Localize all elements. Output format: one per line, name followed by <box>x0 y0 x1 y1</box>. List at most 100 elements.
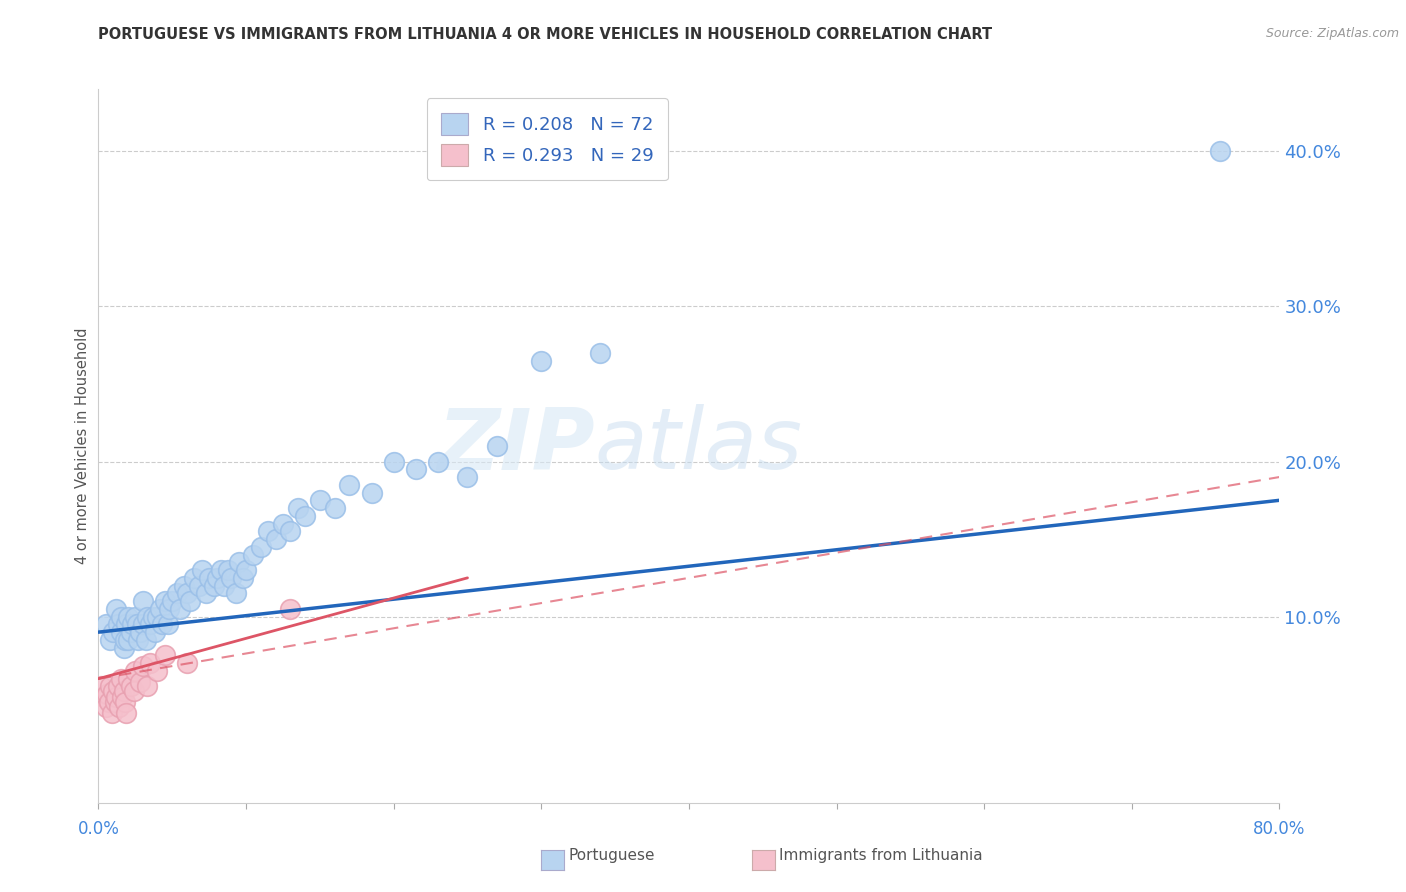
Point <box>162 594 183 608</box>
Point <box>132 594 155 608</box>
Point <box>104 695 127 709</box>
Point <box>142 609 165 624</box>
Point <box>179 594 201 608</box>
Point <box>117 672 139 686</box>
Text: 0.0%: 0.0% <box>77 820 120 838</box>
Point <box>153 648 176 663</box>
Point <box>146 609 169 624</box>
Point <box>257 524 280 539</box>
Point <box>132 659 155 673</box>
Point <box>115 706 138 720</box>
Point <box>121 617 143 632</box>
Point <box>427 454 450 468</box>
Point <box>173 579 195 593</box>
Point <box>156 617 179 632</box>
Text: PORTUGUESE VS IMMIGRANTS FROM LITHUANIA 4 OR MORE VEHICLES IN HOUSEHOLD CORRELAT: PORTUGUESE VS IMMIGRANTS FROM LITHUANIA … <box>98 27 993 42</box>
Point <box>94 699 117 714</box>
Point <box>94 617 117 632</box>
Point <box>136 609 159 624</box>
Point <box>107 617 129 632</box>
Point <box>110 625 132 640</box>
Point <box>486 439 509 453</box>
Point <box>360 485 382 500</box>
Point <box>382 454 405 468</box>
Point <box>456 470 478 484</box>
Point <box>124 664 146 678</box>
Point <box>166 586 188 600</box>
Point <box>90 680 112 694</box>
Point <box>114 632 136 647</box>
Point <box>209 563 232 577</box>
Text: 80.0%: 80.0% <box>1253 820 1306 838</box>
Point <box>225 586 247 600</box>
Point <box>187 579 209 593</box>
Point <box>103 684 125 698</box>
Point <box>105 602 128 616</box>
Point <box>217 563 239 577</box>
Y-axis label: 4 or more Vehicles in Household: 4 or more Vehicles in Household <box>75 327 90 565</box>
Point <box>149 602 172 616</box>
Point <box>125 617 148 632</box>
Point <box>405 462 427 476</box>
Point <box>589 346 612 360</box>
Point <box>122 684 145 698</box>
Point <box>250 540 273 554</box>
Point <box>93 690 115 705</box>
Point <box>278 602 302 616</box>
Point <box>146 664 169 678</box>
Point <box>139 656 162 670</box>
Point <box>1209 145 1232 159</box>
Text: Portuguese: Portuguese <box>568 848 655 863</box>
Point <box>98 680 121 694</box>
Point <box>112 640 135 655</box>
Point <box>294 508 316 523</box>
Point <box>150 617 173 632</box>
Point <box>97 695 120 709</box>
Point <box>136 680 159 694</box>
Point <box>111 690 134 705</box>
Point <box>198 571 221 585</box>
Point <box>195 586 218 600</box>
Point <box>128 674 150 689</box>
Point <box>115 617 138 632</box>
Point <box>96 687 118 701</box>
Point <box>212 579 235 593</box>
Point <box>103 625 125 640</box>
Point <box>242 548 264 562</box>
Point <box>309 493 332 508</box>
Point <box>105 690 128 705</box>
Point <box>128 625 150 640</box>
Point <box>157 602 180 616</box>
Point <box>124 609 146 624</box>
Point <box>120 680 142 694</box>
Point <box>132 617 155 632</box>
Point <box>110 672 132 686</box>
Point <box>112 684 135 698</box>
Point <box>117 609 139 624</box>
Point <box>323 501 346 516</box>
Point <box>235 563 257 577</box>
Text: Source: ZipAtlas.com: Source: ZipAtlas.com <box>1265 27 1399 40</box>
Point <box>202 579 225 593</box>
Point <box>271 516 294 531</box>
Point <box>169 602 191 616</box>
Point <box>278 524 302 539</box>
Text: ZIP: ZIP <box>437 404 595 488</box>
Point <box>176 586 198 600</box>
Point <box>108 699 131 714</box>
Point <box>183 571 205 585</box>
Point <box>228 555 250 569</box>
Point <box>110 609 132 624</box>
Point <box>153 594 176 608</box>
Point <box>143 625 166 640</box>
Point <box>135 632 157 647</box>
Point <box>100 706 122 720</box>
Point <box>120 625 142 640</box>
Point <box>287 501 309 516</box>
Point <box>139 617 162 632</box>
Legend: R = 0.208   N = 72, R = 0.293   N = 29: R = 0.208 N = 72, R = 0.293 N = 29 <box>426 98 668 180</box>
Point <box>205 571 228 585</box>
Text: Immigrants from Lithuania: Immigrants from Lithuania <box>779 848 983 863</box>
Point <box>191 563 214 577</box>
Point <box>232 571 254 585</box>
